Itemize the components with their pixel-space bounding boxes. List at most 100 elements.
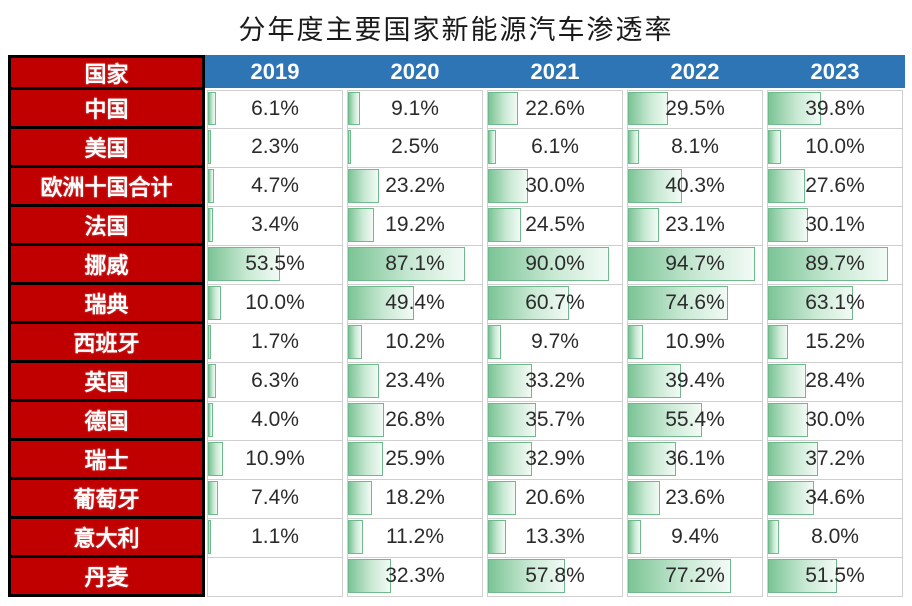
- value-cell: 1.7%: [207, 324, 343, 363]
- value-cell: 30.1%: [767, 207, 903, 246]
- value-cell: 9.1%: [347, 90, 483, 129]
- value-label: 30.1%: [805, 213, 865, 236]
- data-bar: [348, 92, 361, 125]
- value-label: 90.0%: [525, 252, 585, 275]
- table-row: 4.7% 23.2% 30.0% 40.3% 27.6%: [205, 168, 905, 207]
- value-cell: 4.7%: [207, 168, 343, 207]
- data-bar: [348, 169, 380, 203]
- value-cell: 34.6%: [767, 480, 903, 519]
- row-header-3: 法国: [11, 207, 202, 246]
- data-bar: [488, 442, 533, 476]
- value-label: 18.2%: [385, 486, 445, 509]
- row-header-11: 意大利: [11, 519, 202, 558]
- value-label: 6.3%: [251, 369, 299, 392]
- data-bar: [628, 247, 755, 281]
- value-label: 10.9%: [665, 330, 725, 353]
- value-cell: 9.7%: [487, 324, 623, 363]
- table-row: 2.3% 2.5% 6.1% 8.1% 10.0%: [205, 129, 905, 168]
- value-cell: 33.2%: [487, 363, 623, 402]
- data-bar: [208, 130, 212, 164]
- value-label: 27.6%: [805, 174, 865, 197]
- data-bar: [208, 169, 215, 203]
- value-label: 25.9%: [385, 447, 445, 470]
- value-cell: 7.4%: [207, 480, 343, 519]
- table-row: 32.3% 57.8% 77.2% 51.5%: [205, 558, 905, 597]
- value-label: 4.0%: [251, 408, 299, 431]
- value-label: 63.1%: [805, 291, 865, 314]
- table-row: 3.4% 19.2% 24.5% 23.1% 30.1%: [205, 207, 905, 246]
- data-bar: [488, 520, 506, 554]
- value-label: 32.3%: [385, 564, 445, 587]
- value-cell: 11.2%: [347, 519, 483, 558]
- value-cell: 10.0%: [207, 285, 343, 324]
- value-cell: 1.1%: [207, 519, 343, 558]
- value-label: 23.6%: [665, 486, 725, 509]
- data-bar: [628, 92, 668, 125]
- value-cell: 53.5%: [207, 246, 343, 285]
- value-cell: 10.9%: [627, 324, 763, 363]
- value-cell: 6.1%: [207, 90, 343, 129]
- data-bar: [768, 520, 779, 554]
- value-cell: 90.0%: [487, 246, 623, 285]
- value-cell: [207, 558, 343, 597]
- value-cell: 51.5%: [767, 558, 903, 597]
- value-label: 77.2%: [665, 564, 725, 587]
- value-label: 74.6%: [665, 291, 725, 314]
- value-label: 10.0%: [245, 291, 305, 314]
- row-header-12: 丹麦: [11, 558, 202, 594]
- value-cell: 2.3%: [207, 129, 343, 168]
- value-label: 32.9%: [525, 447, 585, 470]
- value-cell: 35.7%: [487, 402, 623, 441]
- value-cell: 63.1%: [767, 285, 903, 324]
- value-cell: 39.8%: [767, 90, 903, 129]
- data-bar: [768, 403, 809, 437]
- value-label: 28.4%: [805, 369, 865, 392]
- data-bar: [208, 364, 217, 398]
- data-bar: [488, 364, 533, 398]
- data-bar: [768, 92, 822, 125]
- value-cell: 15.2%: [767, 324, 903, 363]
- table-row: 1.7% 10.2% 9.7% 10.9% 15.2%: [205, 324, 905, 363]
- value-cell: 36.1%: [627, 441, 763, 480]
- data-bar: [488, 92, 519, 125]
- value-label: 36.1%: [665, 447, 725, 470]
- value-label: 4.7%: [251, 174, 299, 197]
- table-row: 7.4% 18.2% 20.6% 23.6% 34.6%: [205, 480, 905, 519]
- data-bar: [768, 130, 782, 164]
- data-bar: [628, 286, 728, 320]
- value-label: 15.2%: [805, 330, 865, 353]
- value-label: 53.5%: [245, 252, 305, 275]
- data-bar: [768, 208, 809, 242]
- data-bar: [208, 520, 211, 554]
- year-header-2021: 2021: [530, 58, 580, 84]
- value-label: 7.4%: [251, 486, 299, 509]
- data-bar: [348, 520, 363, 554]
- value-cell: 3.4%: [207, 207, 343, 246]
- value-label: 51.5%: [805, 564, 865, 587]
- value-label: 35.7%: [525, 408, 585, 431]
- value-cell: 22.6%: [487, 90, 623, 129]
- data-bar: [628, 325, 643, 359]
- data-bar: [768, 481, 815, 515]
- value-label: 6.1%: [531, 135, 579, 158]
- data-bar: [628, 364, 681, 398]
- value-cell: 30.0%: [767, 402, 903, 441]
- value-cell: 25.9%: [347, 441, 483, 480]
- table-row: 10.9% 25.9% 32.9% 36.1% 37.2%: [205, 441, 905, 480]
- table-row: 4.0% 26.8% 35.7% 55.4% 30.0%: [205, 402, 905, 441]
- value-label: 30.0%: [805, 408, 865, 431]
- value-cell: 27.6%: [767, 168, 903, 207]
- year-header-2023: 2023: [810, 58, 860, 84]
- year-header-2022: 2022: [670, 58, 720, 84]
- value-label: 19.2%: [385, 213, 445, 236]
- data-bar: [628, 442, 677, 476]
- data-bar: [488, 247, 609, 281]
- value-label: 34.6%: [805, 486, 865, 509]
- data-bar: [348, 559, 392, 593]
- data-bar: [208, 247, 280, 281]
- value-cell: 28.4%: [767, 363, 903, 402]
- row-header-1: 美国: [11, 129, 202, 168]
- table-row: 6.3% 23.4% 33.2% 39.4% 28.4%: [205, 363, 905, 402]
- value-label: 9.4%: [671, 525, 719, 548]
